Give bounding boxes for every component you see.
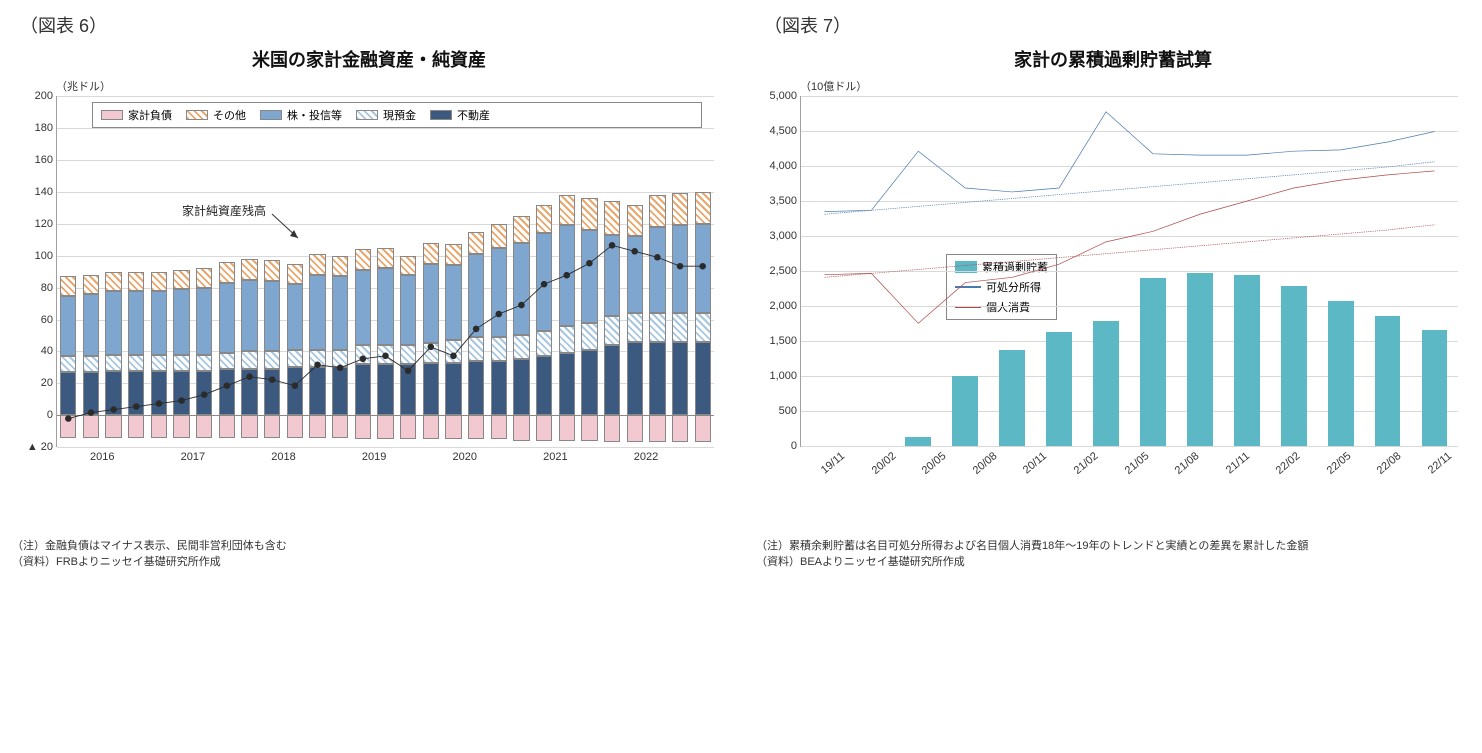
- y-tick: 80: [41, 282, 53, 294]
- right-caption: （図表 7）: [764, 12, 1470, 38]
- right-chart: 家計の累積過剰貯蓄試算 （10億ドル） 累積過剰貯蓄 可処分所得 個人消費 05…: [756, 44, 1470, 535]
- y-tick: 2,500: [769, 265, 797, 277]
- y-tick: 200: [35, 90, 53, 102]
- right-plot-area: 05001,0001,5002,0002,5003,0003,5004,0004…: [800, 96, 1458, 447]
- y-tick: 180: [35, 122, 53, 134]
- y-tick: 40: [41, 345, 53, 357]
- y-tick: 3,000: [769, 230, 797, 242]
- y-tick: 160: [35, 154, 53, 166]
- left-caption: （図表 6）: [20, 12, 726, 38]
- y-tick: 120: [35, 218, 53, 230]
- right-y-unit: （10億ドル）: [800, 78, 867, 94]
- net-line: [57, 96, 714, 753]
- y-tick: 20: [41, 377, 53, 389]
- y-tick: 100: [35, 250, 53, 262]
- right-lines: [801, 96, 1458, 753]
- y-tick: 500: [779, 405, 797, 417]
- left-plot-area: ▲ 20020406080100120140160180200201620172…: [56, 96, 714, 447]
- y-tick: 2,000: [769, 300, 797, 312]
- y-tick: ▲ 20: [27, 441, 53, 453]
- left-y-unit: （兆ドル）: [56, 78, 111, 94]
- left-title: 米国の家計金融資産・純資産: [12, 46, 726, 72]
- y-tick: 4,500: [769, 125, 797, 137]
- y-tick: 3,500: [769, 195, 797, 207]
- right-title: 家計の累積過剰貯蓄試算: [756, 46, 1470, 72]
- right-panel: （図表 7） 家計の累積過剰貯蓄試算 （10億ドル） 累積過剰貯蓄 可処分所得 …: [756, 12, 1470, 570]
- y-tick: 5,000: [769, 90, 797, 102]
- y-tick: 0: [791, 440, 797, 452]
- y-tick: 4,000: [769, 160, 797, 172]
- left-panel: （図表 6） 米国の家計金融資産・純資産 （兆ドル） 家計負債 その他 株・投信…: [12, 12, 726, 570]
- y-tick: 1,500: [769, 335, 797, 347]
- y-tick: 140: [35, 186, 53, 198]
- y-tick: 1,000: [769, 370, 797, 382]
- y-tick: 60: [41, 314, 53, 326]
- left-chart: 米国の家計金融資産・純資産 （兆ドル） 家計負債 その他 株・投信等 現預金 不…: [12, 44, 726, 535]
- net-annotation: 家計純資産残高: [182, 202, 266, 219]
- y-tick: 0: [47, 409, 53, 421]
- annotation-arrow-icon: [272, 202, 302, 242]
